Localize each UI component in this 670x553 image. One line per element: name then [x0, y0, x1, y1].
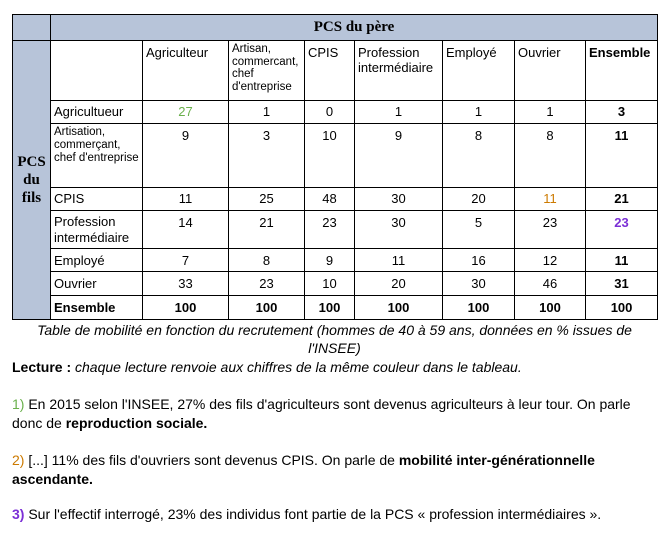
table-cell: 3: [584, 99, 659, 125]
table-cell: 1: [228, 99, 305, 125]
table-cell: 21: [228, 209, 305, 250]
table-cell: 8: [228, 248, 305, 273]
table-cell: 0: [304, 99, 355, 125]
table-cell: 100: [514, 294, 586, 321]
table-cell: 23: [304, 209, 355, 250]
point-1: 1) En 2015 selon l'INSEE, 27% des fils d…: [12, 395, 662, 433]
table-cell: 23: [228, 271, 305, 296]
table-cell: 100: [354, 294, 443, 321]
table-cell: 10: [304, 123, 355, 188]
col-header-profession-intermediaire: Profession intermédiaire: [354, 40, 443, 101]
table-cell: 8: [442, 123, 515, 188]
empty-header-cell: [50, 40, 143, 101]
table-cell: 33: [142, 271, 229, 296]
table-cell: 12: [514, 248, 586, 273]
corner-cell: [12, 13, 51, 42]
table-cell: 23: [584, 209, 659, 250]
row-header: Ouvrier: [50, 271, 143, 296]
col-header-ensemble: Ensemble: [584, 40, 659, 101]
point-number: 1): [12, 396, 25, 412]
table-cell: 20: [354, 271, 443, 296]
col-header-cpis: CPIS: [304, 40, 355, 101]
col-header-ouvrier: Ouvrier: [514, 40, 586, 101]
table-row: Ouvrier 33 23 10 20 30 46 31: [13, 271, 659, 296]
table-cell: 11: [514, 186, 586, 211]
table-cell: 30: [354, 209, 443, 250]
point-text: En 2015 selon l'INSEE, 27% des fils d'ag…: [12, 396, 631, 431]
table-row: Employé 7 8 9 11 16 12 11: [13, 248, 659, 273]
table-cell: 11: [584, 123, 659, 188]
col-header-artisan: Artisan, commercant, chef d'entreprise: [228, 40, 305, 101]
row-header: Artisation, commerçant, chef d'entrepris…: [50, 123, 143, 188]
table-cell: 11: [142, 186, 229, 211]
table-cell: 8: [514, 123, 586, 188]
table-cell: 1: [354, 99, 443, 125]
point-text: [...] 11% des fils d'ouvriers sont deven…: [24, 452, 399, 468]
table-row: Agricultueur 27 1 0 1 1 1 3: [13, 99, 659, 125]
col-header-employe: Employé: [442, 40, 515, 101]
col-header-agriculteur: Agriculteur: [142, 40, 229, 101]
point-text: Sur l'effectif interrogé, 23% des indivi…: [24, 506, 602, 522]
table-cell: 100: [304, 294, 355, 321]
pcs-pere-header: PCS du père: [49, 13, 659, 42]
point-2: 2) [...] 11% des fils d'ouvriers sont de…: [12, 451, 662, 489]
table-cell: 25: [228, 186, 305, 211]
table-cell: 48: [304, 186, 355, 211]
table-cell: 21: [584, 186, 659, 211]
table-row: Ensemble 100 100 100 100 100 100 100: [13, 294, 659, 321]
mobility-table: PCS du père PCS du fils Agriculteur Arti…: [12, 13, 659, 321]
point-number: 2): [12, 452, 25, 468]
table-cell: 23: [514, 209, 586, 250]
table-cell: 9: [142, 123, 229, 188]
table-row: CPIS 11 25 48 30 20 11 21: [13, 186, 659, 211]
point-number: 3): [12, 506, 25, 522]
table-cell: 30: [442, 271, 515, 296]
point-bold: mobilité inter-générationnelle ascendant…: [12, 452, 595, 487]
table-cell: 16: [442, 248, 515, 273]
table-cell: 11: [354, 248, 443, 273]
table-cell: 46: [514, 271, 586, 296]
table-cell: 27: [142, 99, 229, 125]
row-header: Profession intermédiaire: [50, 209, 143, 250]
table-row: Profession intermédiaire 14 21 23 30 5 2…: [13, 209, 659, 250]
row-header: Ensemble: [50, 294, 143, 321]
table-cell: 100: [584, 294, 659, 321]
reading-note: Lecture : chaque lecture renvoie aux chi…: [12, 358, 657, 376]
table-cell: 9: [354, 123, 443, 188]
table-cell: 20: [442, 186, 515, 211]
point-bold: reproduction sociale.: [65, 415, 208, 431]
table-cell: 7: [142, 248, 229, 273]
reading-label: Lecture :: [12, 359, 72, 375]
reading-text: chaque lecture renvoie aux chiffres de l…: [71, 359, 522, 375]
table-cell: 100: [142, 294, 229, 321]
table-cell: 1: [442, 99, 515, 125]
row-header: Agricultueur: [50, 99, 143, 125]
table-cell: 1: [514, 99, 586, 125]
table-cell: 11: [584, 248, 659, 273]
table-cell: 3: [228, 123, 305, 188]
table-cell: 100: [442, 294, 515, 321]
table-cell: 31: [584, 271, 659, 296]
point-3: 3) Sur l'effectif interrogé, 23% des ind…: [12, 505, 662, 524]
table-caption: Table de mobilité en fonction du recrute…: [37, 322, 632, 356]
table-cell: 30: [354, 186, 443, 211]
table-cell: 9: [304, 248, 355, 273]
row-header: Employé: [50, 248, 143, 273]
pcs-fils-header: PCS du fils: [12, 40, 51, 320]
table-row: Artisation, commerçant, chef d'entrepris…: [13, 123, 659, 188]
table-cell: 14: [142, 209, 229, 250]
table-cell: 5: [442, 209, 515, 250]
row-header: CPIS: [50, 186, 143, 211]
table-cell: 10: [304, 271, 355, 296]
table-cell: 100: [228, 294, 305, 321]
